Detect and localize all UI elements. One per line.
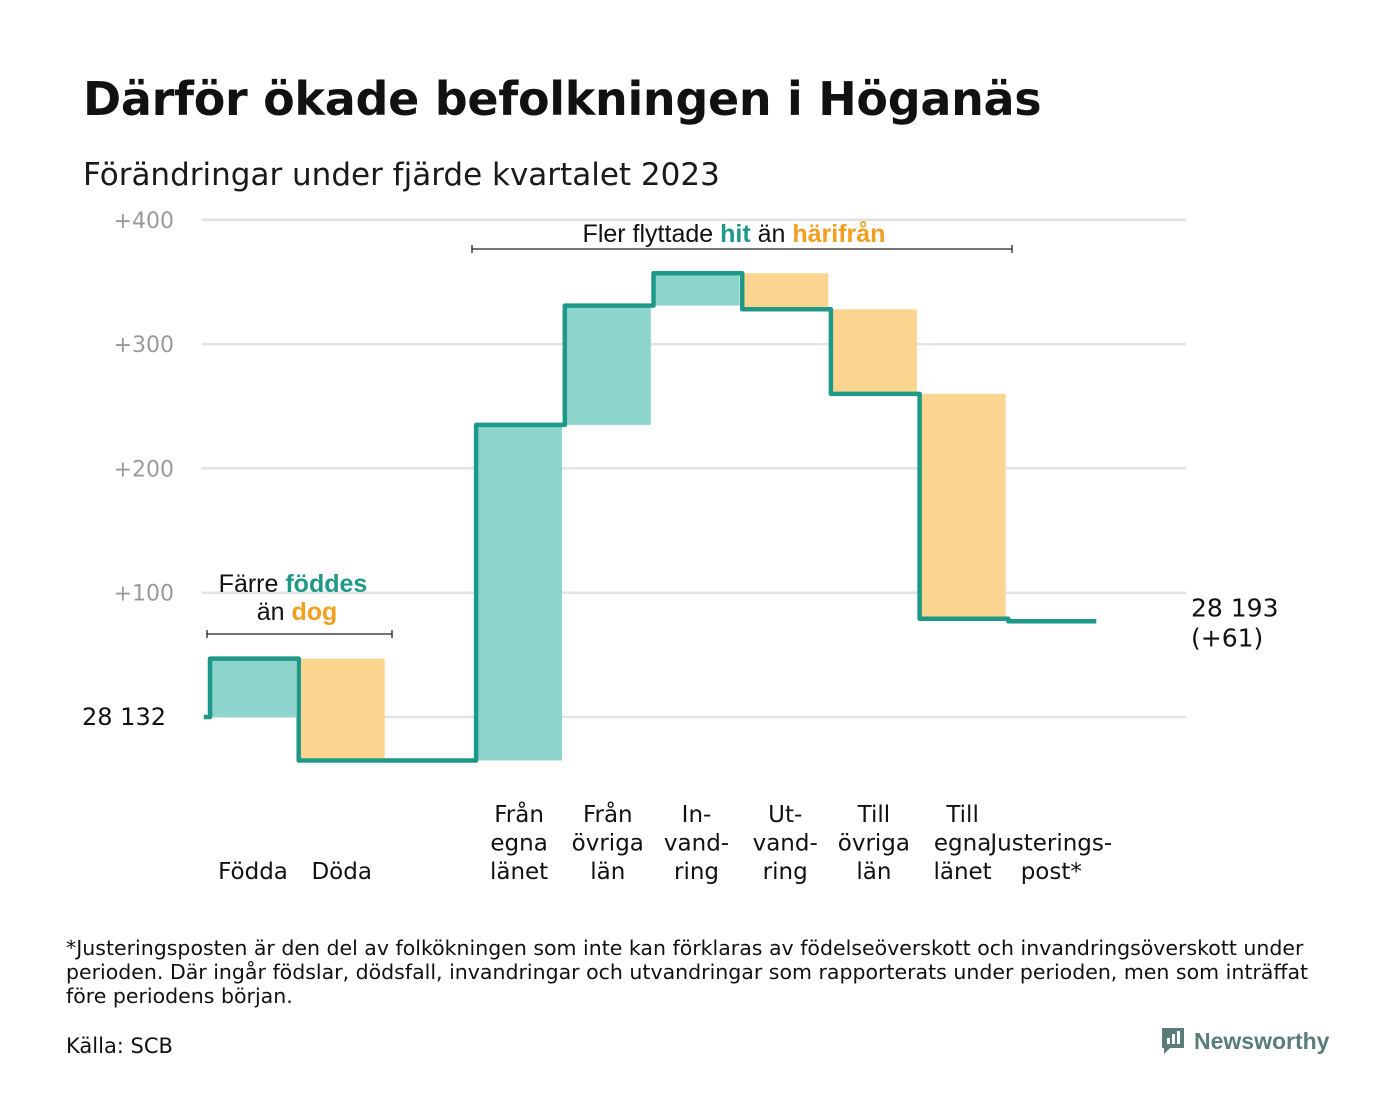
x-category-label: övriga — [572, 831, 644, 857]
x-category-label: In- — [682, 802, 712, 828]
waterfall-chart: +400 +300 +200 +100 28 132 28 193(+61) Födda D… — [82, 209, 1278, 885]
y-tick-label: +400 — [114, 209, 174, 234]
x-category-label: Födda — [218, 859, 288, 885]
x-category-label: Justerings- — [988, 831, 1112, 857]
brand-name: Newsworthy — [1194, 1027, 1330, 1054]
y-tick-label: +100 — [114, 582, 174, 607]
annotation-births-line2: än dog — [257, 598, 338, 626]
bar-invandring — [653, 273, 740, 306]
x-category-label: vand- — [753, 831, 818, 857]
x-category-label: Döda — [311, 859, 371, 885]
annotation-births-line1: Färre föddes — [219, 570, 368, 598]
x-category-label: Ut- — [768, 802, 802, 828]
source: Källa: SCB — [66, 1034, 173, 1058]
x-category-label: Till — [945, 802, 979, 828]
x-category-label: vand- — [664, 831, 729, 857]
x-category-label: Från — [494, 800, 544, 828]
footnote: *Justeringsposten är den del av folkökni… — [66, 936, 1309, 1008]
y-tick-label: +300 — [114, 333, 174, 358]
x-category-label: län — [590, 859, 625, 885]
y-tick-label: +200 — [114, 457, 174, 482]
annotation-moves: Fler flyttade hit än härifrån — [583, 220, 886, 248]
chart-title: Därför ökade befolkningen i Höganäs — [83, 72, 1042, 126]
x-category-label: län — [856, 859, 891, 885]
bar-utvandring — [742, 273, 829, 310]
x-category-label: ring — [763, 859, 808, 885]
x-category-label: ring — [674, 859, 719, 885]
bars — [210, 273, 1006, 761]
x-category-label: övriga — [838, 831, 910, 857]
bar-döda — [298, 658, 385, 761]
y-axis-labels: +400 +300 +200 +100 28 132 28 193(+61) — [82, 209, 1278, 731]
x-category-label: egna — [490, 831, 547, 857]
bar-till-övriga-län — [830, 309, 917, 394]
cumulative-step-line — [204, 270, 1097, 763]
start-value-label: 28 132 — [82, 703, 166, 731]
x-category-label: Från — [583, 800, 633, 828]
newsworthy-logo-icon — [1162, 1028, 1184, 1054]
end-value-label: 28 193 — [1191, 593, 1278, 622]
end-change-label: (+61) — [1191, 623, 1263, 652]
x-axis-labels: Födda DödaFrånegnalänetFrånövrigalänIn-va… — [218, 800, 1112, 885]
x-category-label: Till — [857, 802, 891, 828]
bar-från-övriga-län — [564, 305, 651, 425]
x-category-label: egna — [934, 831, 991, 857]
bar-födda — [210, 658, 296, 717]
x-category-label: post* — [1021, 859, 1082, 885]
brand-logo: Newsworthy — [1160, 1026, 1329, 1056]
x-category-label: länet — [933, 859, 991, 885]
bar-till-egna-länet — [919, 393, 1006, 619]
bar-från-egna-länet — [476, 424, 563, 761]
x-category-label: länet — [490, 859, 548, 885]
chart-subtitle: Förändringar under fjärde kvartalet 2023 — [83, 157, 720, 193]
step-line — [204, 270, 1097, 763]
